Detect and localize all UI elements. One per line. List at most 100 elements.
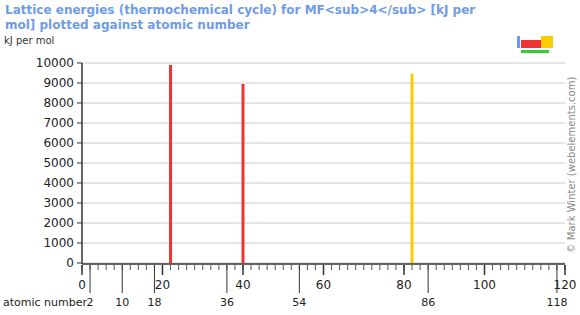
grid-line bbox=[82, 203, 565, 204]
x-tick bbox=[484, 265, 486, 275]
x-minor-tick bbox=[259, 265, 260, 270]
x-minor-tick bbox=[138, 265, 139, 270]
grid-line bbox=[82, 103, 565, 104]
title: mol] plotted against atomic number bbox=[5, 18, 250, 32]
x-minor-tick bbox=[500, 265, 501, 270]
x-minor-tick bbox=[476, 265, 477, 270]
x-minor-tick bbox=[548, 265, 549, 270]
x-minor-tick bbox=[114, 265, 115, 270]
x-minor-tick bbox=[186, 265, 187, 270]
x-minor-tick bbox=[106, 265, 107, 270]
bar bbox=[242, 84, 245, 263]
x-minor-tick bbox=[331, 265, 332, 270]
y-tick-label: 3000 bbox=[43, 196, 74, 210]
x-minor-tick bbox=[210, 265, 211, 270]
x-minor-tick bbox=[275, 265, 276, 270]
x-tick-label: 40 bbox=[235, 278, 250, 292]
x-minor-tick bbox=[267, 265, 268, 270]
y-tick-label: 4000 bbox=[43, 176, 74, 190]
y-axis bbox=[81, 63, 83, 264]
icon bbox=[541, 36, 553, 48]
x-minor-tick bbox=[234, 265, 235, 270]
x-tick bbox=[242, 265, 244, 275]
secondary-x-tick-label: 10 bbox=[115, 296, 129, 309]
grid-line bbox=[82, 243, 565, 244]
y-tick-label: 7000 bbox=[43, 116, 74, 130]
x-minor-tick bbox=[420, 265, 421, 270]
icon bbox=[521, 40, 541, 48]
y-tick-label: 1000 bbox=[43, 236, 74, 250]
x-minor-tick bbox=[251, 265, 252, 270]
x-minor-tick bbox=[291, 265, 292, 270]
title: Lattice energies (thermochemical cycle) … bbox=[5, 3, 475, 17]
secondary-x-tick-label: 18 bbox=[147, 296, 161, 309]
x-minor-tick bbox=[130, 265, 131, 270]
x-minor-tick bbox=[540, 265, 541, 270]
grid-line bbox=[82, 183, 565, 184]
icon bbox=[521, 50, 549, 53]
grid-line bbox=[82, 123, 565, 124]
x-tick-label: 100 bbox=[473, 278, 496, 292]
bar bbox=[169, 65, 172, 263]
x-minor-tick bbox=[98, 265, 99, 270]
x-tick-label: 60 bbox=[316, 278, 331, 292]
secondary-x-tick bbox=[226, 265, 227, 293]
x-axis bbox=[82, 263, 565, 265]
bar bbox=[411, 74, 414, 263]
x-minor-tick bbox=[315, 265, 316, 270]
x-tick bbox=[323, 265, 325, 275]
x-minor-tick bbox=[307, 265, 308, 270]
x-minor-tick bbox=[202, 265, 203, 270]
x-minor-tick bbox=[387, 265, 388, 270]
credit: © Mark Winter (webelements.com) bbox=[566, 77, 577, 254]
secondary-x-tick-label: 86 bbox=[421, 296, 435, 309]
x-minor-tick bbox=[524, 265, 525, 270]
x-tick bbox=[564, 265, 566, 275]
secondary-x-tick-label: 36 bbox=[220, 296, 234, 309]
secondary-x-tick bbox=[556, 265, 557, 293]
x-tick bbox=[403, 265, 405, 275]
x-minor-tick bbox=[492, 265, 493, 270]
x-minor-tick bbox=[363, 265, 364, 270]
x-minor-tick bbox=[412, 265, 413, 270]
x-minor-tick bbox=[218, 265, 219, 270]
x-tick-label: 20 bbox=[155, 278, 170, 292]
grid-line bbox=[82, 263, 565, 264]
y-tick-label: 8000 bbox=[43, 96, 74, 110]
y-tick-label: 5000 bbox=[43, 156, 74, 170]
secondary-x-tick bbox=[122, 265, 123, 293]
x-tick bbox=[162, 265, 164, 275]
icon bbox=[517, 36, 520, 48]
y-tick-label: 2000 bbox=[43, 216, 74, 230]
grid-line bbox=[82, 223, 565, 224]
x-minor-tick bbox=[347, 265, 348, 270]
x-minor-tick bbox=[508, 265, 509, 270]
secondary-x-tick-label: 118 bbox=[546, 296, 567, 309]
y-tick-label: 10000 bbox=[36, 56, 74, 70]
chart: Lattice energies (thermochemical cycle) … bbox=[0, 0, 580, 315]
x-tick-label: 80 bbox=[396, 278, 411, 292]
x-minor-tick bbox=[146, 265, 147, 270]
x-minor-tick bbox=[436, 265, 437, 270]
x-tick bbox=[81, 265, 83, 275]
x-minor-tick bbox=[283, 265, 284, 270]
grid-line bbox=[82, 163, 565, 164]
y-label: kJ per mol bbox=[4, 35, 54, 46]
x-minor-tick bbox=[460, 265, 461, 270]
x-minor-tick bbox=[194, 265, 195, 270]
x-minor-tick bbox=[170, 265, 171, 270]
secondary-x-tick bbox=[90, 265, 91, 293]
secondary-x-tick bbox=[428, 265, 429, 293]
y-tick-label: 6000 bbox=[43, 136, 74, 150]
y-tick-label: 0 bbox=[66, 256, 74, 270]
x-tick-label: 0 bbox=[78, 278, 86, 292]
x-minor-tick bbox=[178, 265, 179, 270]
x-label: atomic number bbox=[3, 296, 88, 309]
x-minor-tick bbox=[444, 265, 445, 270]
secondary-x-tick-label: 54 bbox=[292, 296, 306, 309]
secondary-x-tick bbox=[299, 265, 300, 293]
x-minor-tick bbox=[339, 265, 340, 270]
x-minor-tick bbox=[395, 265, 396, 270]
grid-line bbox=[82, 143, 565, 144]
x-minor-tick bbox=[371, 265, 372, 270]
